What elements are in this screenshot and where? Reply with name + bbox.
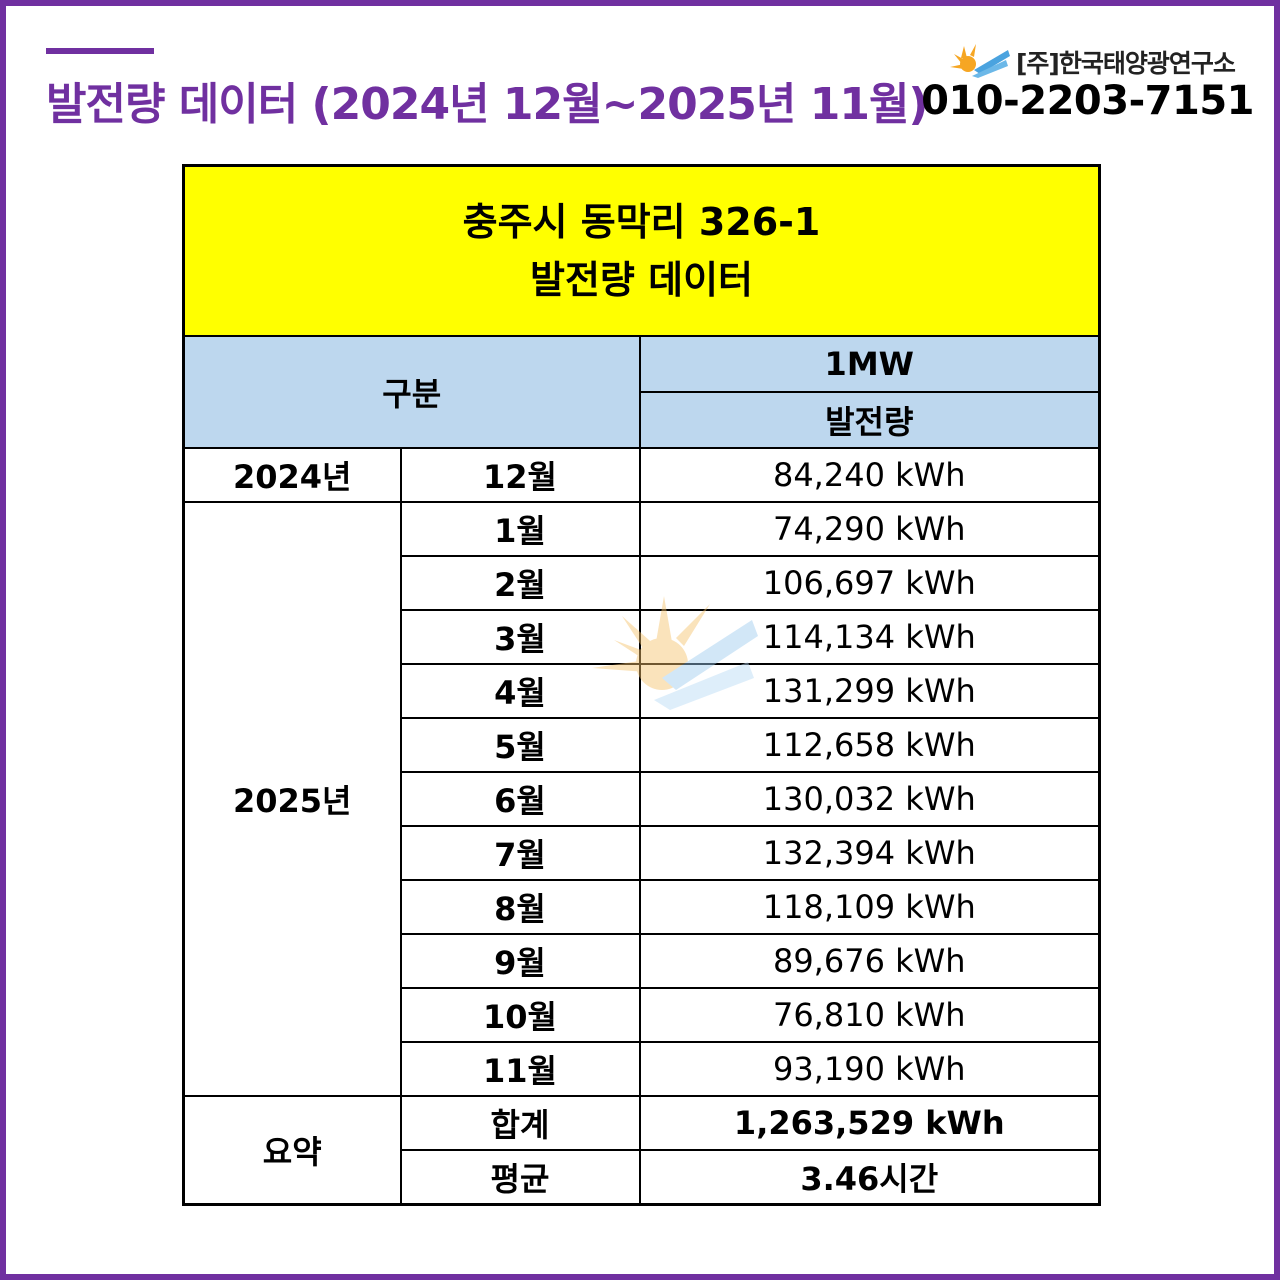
table-row: 7월 132,394 kWh: [184, 825, 1101, 881]
value-cell: 132,394 kWh: [638, 825, 1101, 881]
summary-label: 요약: [182, 1095, 402, 1205]
sun-solar-panel-icon: [950, 44, 1010, 78]
month-cell: 6월: [399, 771, 641, 827]
month-cell: 4월: [399, 663, 641, 719]
generation-table: 충주시 동막리 326-1 발전량 데이터 구분 1MW 발전량 2024년 1…: [182, 164, 1102, 1206]
year-cell-2025: 2025년: [182, 501, 402, 1097]
table-row: 9월 89,676 kWh: [184, 933, 1101, 989]
table-row: 2024년 12월 84,240 kWh: [182, 447, 1101, 503]
value-cell: 89,676 kWh: [638, 933, 1101, 989]
table-heading-location: 충주시 동막리 326-1: [462, 200, 821, 244]
month-cell: 7월: [399, 825, 641, 881]
title-accent-bar: [46, 48, 154, 54]
average-label: 평균: [399, 1149, 641, 1205]
value-cell: 93,190 kWh: [638, 1041, 1101, 1097]
value-cell: 118,109 kWh: [638, 879, 1101, 935]
page-title: 발전량 데이터 (2024년 12월~2025년 11월): [46, 79, 929, 130]
table-row: 6월 130,032 kWh: [184, 771, 1101, 827]
capacity-header: 1MW: [638, 335, 1101, 393]
month-cell: 8월: [399, 879, 641, 935]
value-cell: 114,134 kWh: [638, 609, 1101, 665]
generation-header: 발전량: [638, 391, 1101, 449]
value-cell: 130,032 kWh: [638, 771, 1101, 827]
summary-average-row: 평균 3.46시간: [184, 1149, 1101, 1205]
value-cell: 76,810 kWh: [638, 987, 1101, 1043]
value-cell: 84,240 kWh: [638, 447, 1101, 503]
month-cell: 3월: [399, 609, 641, 665]
table-row: 5월 112,658 kWh: [184, 717, 1101, 773]
table-row: 8월 118,109 kWh: [184, 879, 1101, 935]
month-cell: 5월: [399, 717, 641, 773]
month-cell: 2월: [399, 555, 641, 611]
category-header: 구분: [182, 335, 641, 449]
table-row: 10월 76,810 kWh: [184, 987, 1101, 1043]
company-name: [주]한국태양광연구소: [1016, 49, 1236, 78]
table-heading-subtitle: 발전량 데이터: [530, 258, 753, 302]
summary-total-row: 요약 합계 1,263,529 kWh: [182, 1095, 1101, 1205]
table-row: 11월 93,190 kWh: [184, 1041, 1101, 1097]
total-value: 1,263,529 kWh: [638, 1095, 1101, 1151]
month-cell: 11월: [399, 1041, 641, 1097]
value-cell: 106,697 kWh: [638, 555, 1101, 611]
month-cell: 12월: [399, 447, 641, 503]
year-cell-2024: 2024년: [182, 447, 402, 503]
value-cell: 112,658 kWh: [638, 717, 1101, 773]
total-label: 합계: [399, 1095, 641, 1151]
value-cell: 131,299 kWh: [638, 663, 1101, 719]
table-row: 2월 106,697 kWh: [184, 555, 1101, 611]
table-row: 3월 114,134 kWh: [184, 609, 1101, 665]
value-cell: 74,290 kWh: [638, 501, 1101, 557]
phone-number: 010-2203-7151: [921, 78, 1254, 124]
table-row: 4월 131,299 kWh: [184, 663, 1101, 719]
month-cell: 10월: [399, 987, 641, 1043]
brand-block: [주]한국태양광연구소 010-2203-7151: [921, 36, 1254, 131]
table-row: 2025년 1월 74,290 kWh: [182, 501, 1101, 1097]
month-cell: 9월: [399, 933, 641, 989]
table-heading: 충주시 동막리 326-1 발전량 데이터: [182, 164, 1101, 337]
month-cell: 1월: [399, 501, 641, 557]
average-value: 3.46시간: [638, 1149, 1101, 1205]
